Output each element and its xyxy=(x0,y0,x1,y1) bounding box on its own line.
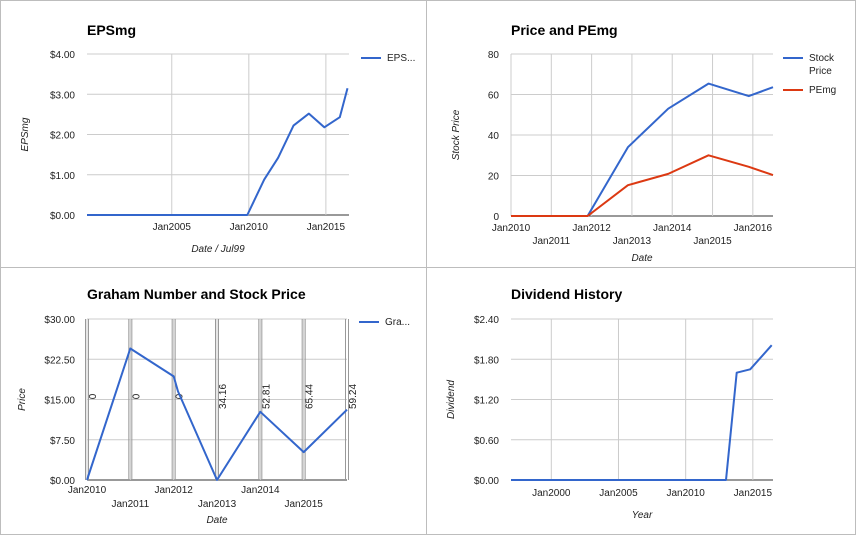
series-line-2 xyxy=(511,154,774,217)
y-tick-label: $30.00 xyxy=(44,315,75,326)
y-tick-label: $3.00 xyxy=(50,90,75,101)
x-tick-label: Jan2012 xyxy=(154,485,193,496)
y-tick-label: $4.00 xyxy=(50,50,75,61)
graham-chart: Graham Number and Stock Price $0.00 $7.50 $… xyxy=(17,286,410,526)
chart-title: Price and PEmg xyxy=(511,22,618,38)
x-axis-label: Date xyxy=(631,253,653,264)
x-tick-label: Jan2013 xyxy=(613,236,652,247)
y-tick-label: 0 xyxy=(493,212,499,223)
y-tick-label: $0.00 xyxy=(50,211,75,222)
y-tick-label: $15.00 xyxy=(44,396,75,407)
x-tick-label: Jan2010 xyxy=(68,485,107,496)
x-tick-label: Jan2005 xyxy=(599,488,638,499)
graham-chart-panel: Graham Number and Stock Price $0.00 $7.50 $… xyxy=(0,267,427,535)
chart-title: EPSmg xyxy=(87,22,136,38)
annotation-label: 0 xyxy=(131,393,142,399)
annotation-label: 59.24 xyxy=(348,384,359,409)
x-tick-label: Jan2015 xyxy=(693,236,732,247)
y-tick-label: $2.40 xyxy=(474,315,499,326)
eps-chart-panel: EPSmg $0.00 $1.00 $2.00 $3.00 $4.00 Jan2005 Jan… xyxy=(0,0,427,268)
x-tick-label: Jan2014 xyxy=(241,485,280,496)
x-axis-label: Date xyxy=(206,515,228,526)
y-tick-label: 80 xyxy=(488,50,500,61)
y-axis-label: Stock Price xyxy=(451,109,462,160)
x-tick-label: Jan2015 xyxy=(307,222,346,233)
x-tick-label: Jan2012 xyxy=(572,223,611,234)
chart-title: Dividend History xyxy=(511,286,622,302)
x-tick-label: Jan2010 xyxy=(230,222,269,233)
x-tick-label: Jan2011 xyxy=(532,236,570,247)
legend-label: PEmg xyxy=(809,85,836,96)
dividend-chart: Dividend History $0.00 $0.60 $1.20 $1.80 $2.4… xyxy=(446,286,773,521)
x-tick-label: Jan2014 xyxy=(653,223,692,234)
annotation-label: 52.81 xyxy=(261,384,272,409)
legend-label: Price xyxy=(809,66,832,77)
y-axis-label: Dividend xyxy=(446,380,457,419)
x-tick-label: Jan2005 xyxy=(153,222,192,233)
y-tick-label: 20 xyxy=(488,172,500,183)
legend-label: Stock xyxy=(809,53,835,64)
y-tick-label: $0.00 xyxy=(50,476,75,487)
x-tick-label: Jan2010 xyxy=(666,488,705,499)
x-axis-label: Date / Jul99 xyxy=(191,244,245,255)
price-chart: Price and PEmg020406080Jan2010Jan2011Jan… xyxy=(451,22,836,264)
dividend-chart-panel: Dividend History $0.00 $0.60 $1.20 $1.80 $2.4… xyxy=(426,267,856,535)
series-line-1 xyxy=(511,344,773,481)
series-line-1 xyxy=(86,347,348,481)
x-tick-label: Jan2015 xyxy=(734,488,773,499)
legend-label: EPS... xyxy=(387,53,415,64)
chart-title: Graham Number and Stock Price xyxy=(87,286,306,302)
x-tick-label: Jan2015 xyxy=(284,499,323,510)
x-tick-label: Jan2011 xyxy=(112,499,150,510)
legend-label: Gra... xyxy=(385,317,410,328)
x-tick-label: Jan2013 xyxy=(198,499,237,510)
x-tick-label: Jan2000 xyxy=(532,488,571,499)
y-tick-label: $0.60 xyxy=(474,436,499,447)
y-axis-label: EPSmg xyxy=(20,117,31,151)
y-tick-label: $2.00 xyxy=(50,131,75,142)
x-axis-label: Year xyxy=(632,510,653,521)
y-tick-label: $1.80 xyxy=(474,355,499,366)
y-tick-label: $7.50 xyxy=(50,436,75,447)
annotation-label: 65.44 xyxy=(305,384,316,409)
y-tick-label: $22.50 xyxy=(44,355,75,366)
y-tick-label: $0.00 xyxy=(474,476,499,487)
series-line-1 xyxy=(87,87,349,216)
y-tick-label: 40 xyxy=(488,131,500,142)
y-tick-label: 60 xyxy=(488,91,500,102)
price-chart-panel: Price and PEmg 0 20 40 60 80 Jan2010 Jan2011 Jan… xyxy=(426,0,856,268)
annotation-label: 34.16 xyxy=(218,384,229,409)
eps-chart: EPSmg $0.00 $1.00 $2.00 $3.00 $4.00 Jan2005 Jan… xyxy=(20,22,415,255)
y-tick-label: $1.20 xyxy=(474,396,499,407)
y-tick-label: $1.00 xyxy=(50,171,75,182)
y-axis-label: Price xyxy=(17,388,28,411)
x-tick-label: Jan2016 xyxy=(734,223,773,234)
series-line-1 xyxy=(511,82,774,217)
x-tick-label: Jan2010 xyxy=(492,223,531,234)
annotation-label: 0 xyxy=(88,393,99,399)
